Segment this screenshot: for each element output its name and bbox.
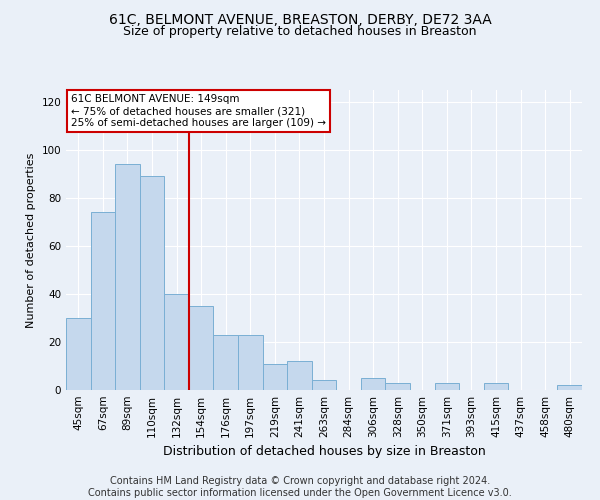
Bar [115,164,140,390]
Bar [312,380,336,390]
Bar [140,176,164,390]
Bar [66,318,91,390]
Bar [361,378,385,390]
Bar [214,335,238,390]
Y-axis label: Number of detached properties: Number of detached properties [26,152,36,328]
Text: Contains HM Land Registry data © Crown copyright and database right 2024.
Contai: Contains HM Land Registry data © Crown c… [88,476,512,498]
Bar [557,385,582,390]
Bar [287,361,312,390]
Bar [164,294,189,390]
Bar [263,364,287,390]
Bar [484,383,508,390]
Text: 61C, BELMONT AVENUE, BREASTON, DERBY, DE72 3AA: 61C, BELMONT AVENUE, BREASTON, DERBY, DE… [109,12,491,26]
Bar [189,306,214,390]
Bar [91,212,115,390]
Bar [238,335,263,390]
Text: Size of property relative to detached houses in Breaston: Size of property relative to detached ho… [123,25,477,38]
Text: 61C BELMONT AVENUE: 149sqm
← 75% of detached houses are smaller (321)
25% of sem: 61C BELMONT AVENUE: 149sqm ← 75% of deta… [71,94,326,128]
X-axis label: Distribution of detached houses by size in Breaston: Distribution of detached houses by size … [163,446,485,458]
Bar [385,383,410,390]
Bar [434,383,459,390]
